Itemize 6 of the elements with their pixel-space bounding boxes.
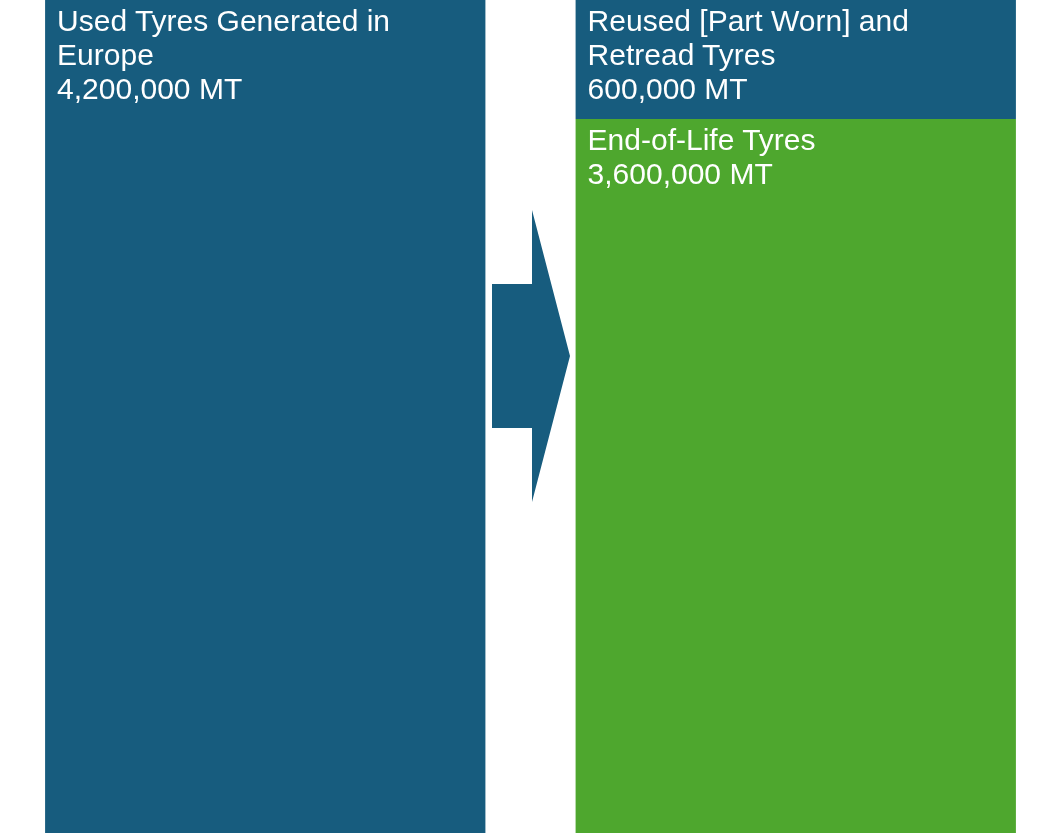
series-label: Used Tyres Generated in Europe	[57, 4, 391, 72]
data-label: 3,600,000 MT	[587, 157, 773, 191]
series-label: End-of-Life Tyres	[587, 123, 816, 157]
data-label: 4,200,000 MT	[57, 72, 243, 106]
data-label: 600,000 MT	[587, 72, 748, 106]
series-label: Reused [Part Worn] and Retread Tyres	[587, 4, 909, 72]
